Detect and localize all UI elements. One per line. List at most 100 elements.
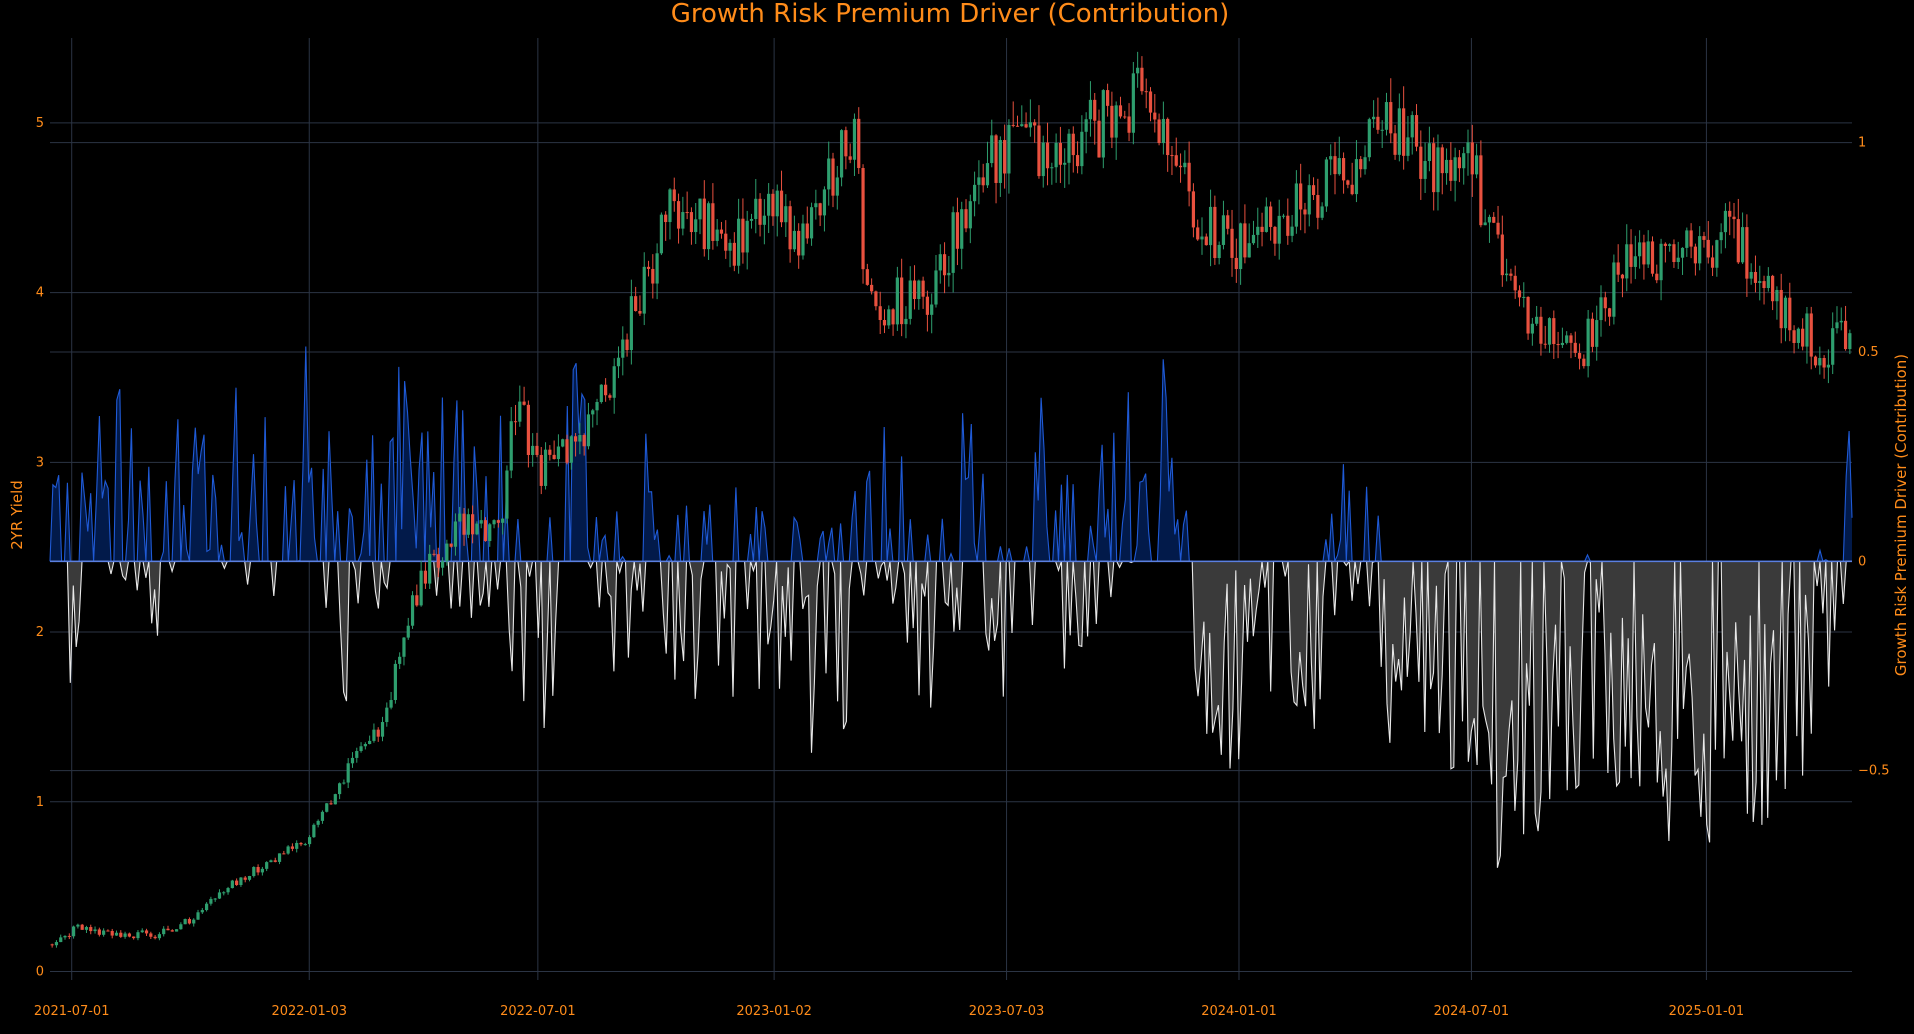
candlestick (119, 930, 123, 938)
candle-body (1140, 67, 1144, 92)
candle-body (217, 892, 222, 899)
candle-body (415, 595, 419, 606)
candle-body (1796, 328, 1800, 343)
candle-body (749, 218, 754, 221)
candlestick (569, 435, 573, 470)
x-tick-label: 2024-07-01 (1434, 1004, 1510, 1019)
candlestick (1106, 83, 1110, 117)
y-left-tick-label: 3 (36, 455, 44, 470)
candle-body (338, 783, 342, 795)
candlestick (84, 925, 89, 934)
candlestick (638, 295, 642, 316)
candle-body (1620, 274, 1625, 279)
candlestick (325, 803, 329, 813)
candle-body (998, 140, 1002, 183)
candlestick (741, 198, 745, 264)
candle-body (471, 514, 475, 535)
candlestick (1805, 306, 1809, 364)
candle-body (1496, 222, 1500, 235)
candle-body (333, 794, 337, 805)
candlestick (1818, 346, 1822, 375)
candle-body (882, 320, 887, 326)
candle-body (591, 410, 595, 415)
candle-body (934, 270, 938, 305)
candlestick (1586, 309, 1590, 378)
candle-body (1625, 244, 1629, 279)
candle-body (1123, 116, 1127, 118)
candle-body (539, 454, 543, 486)
candlestick (878, 291, 882, 334)
candle-body (1033, 122, 1037, 126)
candlestick (758, 193, 762, 237)
candle-body (1187, 162, 1191, 192)
candle-body (646, 266, 651, 269)
candlestick (1007, 119, 1011, 194)
candlestick (754, 179, 758, 234)
candlestick (140, 928, 144, 933)
candlestick (265, 861, 269, 872)
candle-body (170, 930, 174, 932)
candle-body (728, 242, 732, 251)
candle-body (1848, 333, 1852, 350)
candle-body (282, 853, 286, 855)
candlestick (162, 926, 166, 937)
candlestick (1226, 209, 1230, 235)
candle-body (994, 135, 998, 183)
candle-body (672, 189, 676, 202)
candlestick (290, 843, 295, 852)
candlestick (501, 518, 505, 535)
candle-body (1367, 119, 1371, 158)
candle-body (616, 357, 621, 367)
candle-body (505, 470, 509, 519)
candlestick (668, 188, 672, 240)
candle-body (385, 707, 389, 723)
candle-body (80, 924, 84, 930)
candle-body (290, 846, 295, 849)
candlestick (1556, 331, 1560, 359)
candlestick (814, 189, 818, 220)
candle-body (1629, 244, 1633, 267)
candle-body (149, 933, 153, 937)
candlestick (934, 254, 938, 308)
candlestick (809, 202, 814, 246)
candlestick (1646, 230, 1650, 268)
y-right-tick-label: 1 (1858, 136, 1866, 151)
candle-body (904, 318, 908, 325)
candlestick (1513, 265, 1517, 299)
candle-body (1762, 281, 1766, 289)
candlestick (466, 508, 470, 539)
candlestick (685, 191, 689, 220)
candlestick (513, 404, 518, 436)
candle-body (192, 919, 196, 924)
candlestick (256, 864, 260, 876)
candlestick (1762, 275, 1766, 305)
candle-body (1723, 210, 1728, 233)
candle-body (1153, 112, 1157, 120)
candle-body (990, 135, 994, 164)
candlestick (1256, 207, 1260, 248)
candle-body (925, 296, 930, 315)
candle-body (771, 193, 775, 217)
candle-body (1788, 297, 1792, 331)
candlestick (535, 432, 539, 458)
candlestick (1239, 222, 1243, 285)
candle-body (1063, 162, 1067, 165)
candlestick (1577, 343, 1582, 370)
candle-body (1698, 236, 1702, 264)
candlestick (1633, 235, 1637, 280)
candle-body (265, 862, 269, 869)
candlestick (1093, 93, 1097, 145)
candlestick (1444, 148, 1449, 185)
candle-body (1676, 257, 1680, 263)
candlestick (398, 652, 402, 670)
candle-body (1221, 215, 1226, 245)
candle-body (642, 266, 646, 314)
candlestick (1020, 105, 1024, 127)
candle-body (209, 898, 213, 904)
candle-body (625, 339, 629, 351)
candlestick (1140, 56, 1144, 95)
candle-body (912, 280, 917, 300)
candle-body (526, 404, 530, 456)
x-tick-label: 2023-07-03 (969, 1004, 1045, 1019)
candle-body (67, 935, 71, 937)
